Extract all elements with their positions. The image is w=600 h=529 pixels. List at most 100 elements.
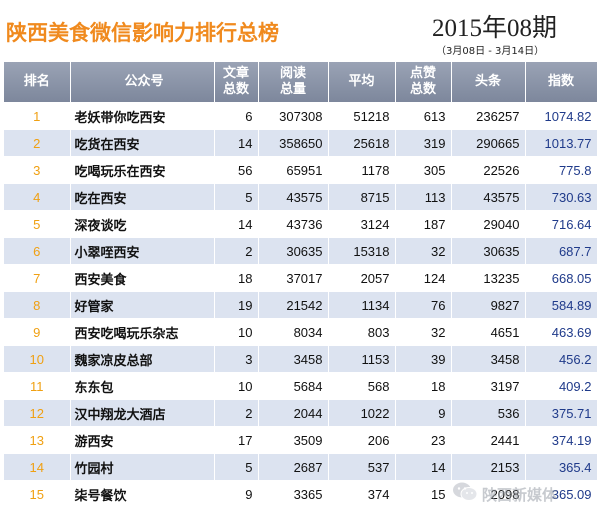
account-name-cell: 吃喝玩乐在西安 [70,156,215,184]
watermark: 陕西新媒体 [452,481,592,507]
influence-index-cell: 365.09 [525,480,598,507]
average-reads-cell: 206 [328,426,396,454]
like-total-cell: 32 [395,318,452,346]
like-total-cell: 15 [395,480,452,507]
average-reads-cell: 1178 [328,156,396,184]
table-row: 11 东东包 10 5684 568 18 3197 409.2 [4,372,598,400]
page-title: 陕西美食微信影响力排行总榜 [6,21,279,45]
table-row: 6 小翠咥西安 2 30635 15318 32 30635 687.7 [4,237,598,265]
headline-reads-cell: 43575 [451,183,526,211]
table-row: 4 吃在西安 5 43575 8715 113 43575 730.63 [4,183,598,211]
average-reads-cell: 1134 [328,291,396,319]
period-label: 2015年08期 [432,15,558,42]
read-total-cell: 307308 [258,102,329,130]
headline-reads-cell: 29040 [451,210,526,238]
average-reads-cell: 25618 [328,129,396,157]
article-count-cell: 9 [214,480,259,507]
read-total-cell: 8034 [258,318,329,346]
table-row: 12 汉中翔龙大酒店 2 2044 1022 9 536 375.71 [4,399,598,427]
like-total-cell: 32 [395,237,452,265]
headline-reads-cell: 236257 [451,102,526,130]
col-header-articles: 文章 总数 [214,62,259,103]
influence-index-cell: 375.71 [525,399,598,427]
article-count-cell: 18 [214,264,259,292]
account-name-cell: 东东包 [70,372,215,400]
average-reads-cell: 1022 [328,399,396,427]
like-total-cell: 113 [395,183,452,211]
average-reads-cell: 374 [328,480,396,507]
like-total-cell: 39 [395,345,452,373]
read-total-cell: 3458 [258,345,329,373]
rank-cell: 13 [4,426,71,454]
headline-reads-cell: 3197 [451,372,526,400]
average-reads-cell: 3124 [328,210,396,238]
read-total-cell: 2044 [258,399,329,427]
col-header-name: 公众号 [70,62,215,103]
col-header-likes: 点赞 总数 [395,62,452,103]
like-total-cell: 9 [395,399,452,427]
rank-cell: 12 [4,399,71,427]
rank-cell: 7 [4,264,71,292]
average-reads-cell: 537 [328,453,396,481]
account-name-cell: 老妖带你吃西安 [70,102,215,130]
article-count-cell: 17 [214,426,259,454]
headline-reads-cell: 13235 [451,264,526,292]
ranking-table: 排名 公众号 文章 总数 阅读 总量 平均 点赞 总数 头条 指数 1 老妖带你吃西安 6… [4,62,598,507]
rank-cell: 10 [4,345,71,373]
headline-reads-cell: 30635 [451,237,526,265]
watermark-text: 陕西新媒体 [482,485,558,504]
read-total-cell: 358650 [258,129,329,157]
table-row: 3 吃喝玩乐在西安 56 65951 1178 305 22526 775.8 [4,156,598,184]
article-count-cell: 2 [214,237,259,265]
influence-index-cell: 463.69 [525,318,598,346]
like-total-cell: 76 [395,291,452,319]
article-count-cell: 14 [214,129,259,157]
article-count-cell: 14 [214,210,259,238]
table-row: 15 柒号餐饮 9 3365 374 15 2098 365.09 [4,480,598,507]
account-name-cell: 好管家 [70,291,215,319]
rank-cell: 14 [4,453,71,481]
read-total-cell: 43575 [258,183,329,211]
influence-index-cell: 365.4 [525,453,598,481]
account-name-cell: 汉中翔龙大酒店 [70,399,215,427]
influence-index-cell: 687.7 [525,237,598,265]
article-count-cell: 10 [214,372,259,400]
table-header-row: 排名 公众号 文章 总数 阅读 总量 平均 点赞 总数 头条 指数 [4,62,598,103]
rank-cell: 11 [4,372,71,400]
rank-cell: 2 [4,129,71,157]
account-name-cell: 西安美食 [70,264,215,292]
account-name-cell: 吃在西安 [70,183,215,211]
article-count-cell: 3 [214,345,259,373]
read-total-cell: 43736 [258,210,329,238]
table-row: 10 魏家凉皮总部 3 3458 1153 39 3458 456.2 [4,345,598,373]
wechat-icon [452,481,478,507]
article-count-cell: 5 [214,183,259,211]
col-header-index: 指数 [525,62,598,103]
header: 陕西美食微信影响力排行总榜 2015年08期 （3月08日 - 3月14日） [0,0,600,62]
average-reads-cell: 1153 [328,345,396,373]
account-name-cell: 柒号餐饮 [70,480,215,507]
like-total-cell: 305 [395,156,452,184]
influence-index-cell: 584.89 [525,291,598,319]
article-count-cell: 10 [214,318,259,346]
influence-index-cell: 374.19 [525,426,598,454]
read-total-cell: 21542 [258,291,329,319]
read-total-cell: 37017 [258,264,329,292]
table-row: 9 西安吃喝玩乐杂志 10 8034 803 32 4651 463.69 [4,318,598,346]
like-total-cell: 18 [395,372,452,400]
like-total-cell: 124 [395,264,452,292]
influence-index-cell: 716.64 [525,210,598,238]
rank-cell: 6 [4,237,71,265]
like-total-cell: 319 [395,129,452,157]
account-name-cell: 吃货在西安 [70,129,215,157]
account-name-cell: 游西安 [70,426,215,454]
table-row: 14 竹园村 5 2687 537 14 2153 365.4 [4,453,598,481]
read-total-cell: 2687 [258,453,329,481]
read-total-cell: 65951 [258,156,329,184]
table-row: 2 吃货在西安 14 358650 25618 319 290665 1013.77 [4,129,598,157]
col-header-reads: 阅读 总量 [258,62,329,103]
like-total-cell: 14 [395,453,452,481]
rank-cell: 15 [4,480,71,507]
rank-cell: 4 [4,183,71,211]
table-row: 8 好管家 19 21542 1134 76 9827 584.89 [4,291,598,319]
